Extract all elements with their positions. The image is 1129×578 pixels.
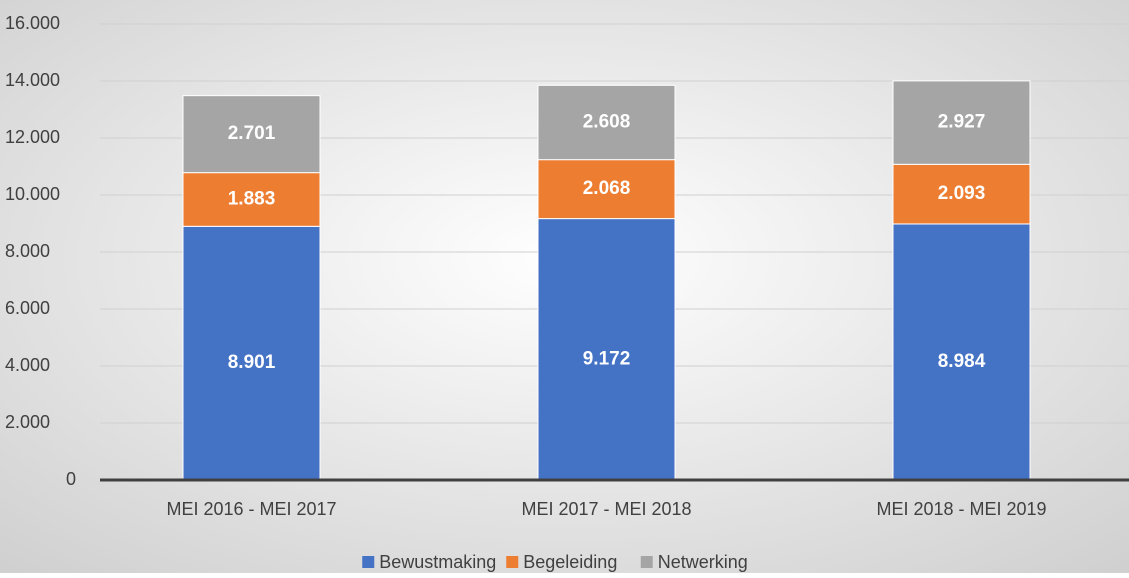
data-label: 8.984 [938, 351, 986, 372]
data-label: 1.883 [228, 189, 276, 210]
legend-label: Netwerking [658, 552, 748, 572]
bar-segment [892, 80, 1031, 165]
y-tick-label: 4.000 [5, 355, 50, 375]
y-tick-label: 16.000 [5, 13, 60, 33]
data-label: 9.172 [583, 348, 631, 369]
legend-swatch [362, 556, 375, 568]
x-tick-label: MEI 2017 - MEI 2018 [521, 499, 691, 519]
legend-label: Begeleiding [523, 552, 617, 572]
legend-swatch [640, 556, 653, 568]
bar-segment [892, 163, 1031, 225]
y-tick-label: 6.000 [5, 298, 50, 318]
y-tick-label: 0 [66, 469, 76, 489]
y-tick-label: 2.000 [5, 412, 50, 432]
data-label: 8.901 [228, 352, 276, 373]
legend-label: Bewustmaking [379, 552, 496, 572]
data-label: 2.927 [938, 112, 986, 133]
data-label: 2.093 [938, 183, 986, 204]
x-tick-label: MEI 2016 - MEI 2017 [166, 499, 336, 519]
legend-swatch [506, 556, 519, 568]
data-label: 2.068 [583, 178, 631, 199]
bar-segment [182, 225, 321, 481]
bar-segment [537, 84, 676, 161]
y-tick-label: 12.000 [5, 127, 60, 147]
y-tick-label: 10.000 [5, 184, 60, 204]
y-tick-label: 8.000 [5, 241, 50, 261]
bar-segment [537, 159, 676, 220]
bar-segment [892, 223, 1031, 481]
bar-segment [182, 95, 321, 174]
data-label: 2.701 [228, 123, 276, 144]
data-label: 2.608 [583, 112, 631, 133]
x-tick-label: MEI 2018 - MEI 2019 [876, 499, 1046, 519]
y-tick-label: 14.000 [5, 70, 60, 90]
